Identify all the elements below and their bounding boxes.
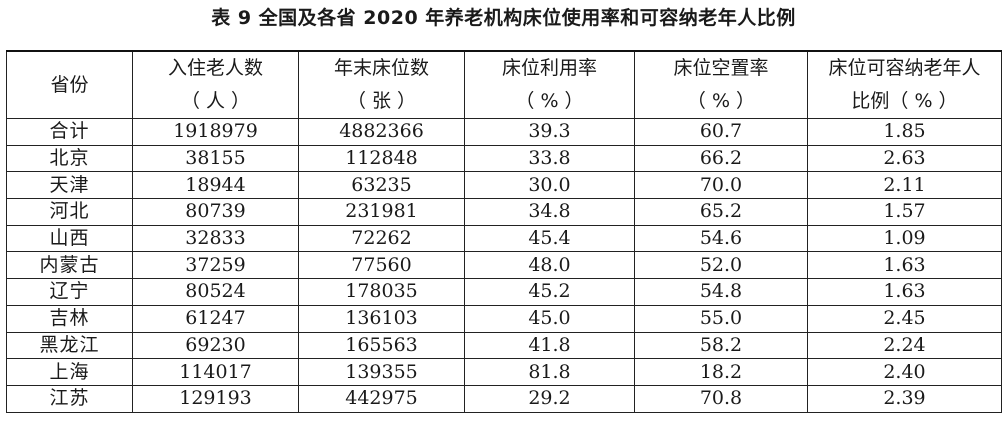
table-row: 合计 1918979 4882366 39.3 60.7 1.85 — [6, 118, 1002, 146]
cell-residents: 32833 — [132, 224, 299, 253]
cell-province: 上海 — [6, 358, 133, 386]
cell-utilization: 45.4 — [464, 224, 635, 253]
cell-province: 江苏 — [6, 384, 133, 413]
cell-beds: 4882366 — [298, 118, 465, 146]
table-row: 河北 80739 231981 34.8 65.2 1.57 — [6, 198, 1002, 226]
cell-vacancy: 55.0 — [634, 304, 808, 333]
cell-province: 河北 — [6, 198, 133, 226]
cell-province: 内蒙古 — [6, 251, 133, 280]
cell-vacancy: 70.0 — [634, 171, 808, 200]
cell-capacity: 2.40 — [807, 358, 1002, 386]
cell-province: 天津 — [6, 171, 133, 200]
cell-residents: 37259 — [132, 251, 299, 280]
table-row: 天津 18944 63235 30.0 70.0 2.11 — [6, 171, 1002, 200]
cell-capacity: 1.57 — [807, 198, 1002, 226]
cell-utilization: 39.3 — [464, 118, 635, 146]
header-capacity-unit: 比例（ % ） — [807, 85, 1002, 119]
cell-beds: 112848 — [298, 144, 465, 173]
cell-residents: 129193 — [132, 384, 299, 413]
cell-utilization: 45.0 — [464, 304, 635, 333]
cell-vacancy: 58.2 — [634, 331, 808, 360]
cell-residents: 69230 — [132, 331, 299, 360]
header-province: 省份 — [6, 50, 133, 119]
cell-beds: 77560 — [298, 251, 465, 280]
cell-beds: 165563 — [298, 331, 465, 360]
data-table: 省份 入住老人数 年末床位数 床位利用率 床位空置率 床位可容纳老年人 （ 人 … — [6, 50, 1002, 413]
table-row: 辽宁 80524 178035 45.2 54.8 1.63 — [6, 278, 1002, 306]
cell-residents: 80739 — [132, 198, 299, 226]
cell-capacity: 1.85 — [807, 118, 1002, 146]
cell-utilization: 29.2 — [464, 384, 635, 413]
cell-utilization: 45.2 — [464, 278, 635, 306]
cell-residents: 80524 — [132, 278, 299, 306]
cell-utilization: 81.8 — [464, 358, 635, 386]
cell-beds: 72262 — [298, 224, 465, 253]
table-row: 内蒙古 37259 77560 48.0 52.0 1.63 — [6, 251, 1002, 280]
cell-province: 辽宁 — [6, 278, 133, 306]
cell-province: 合计 — [6, 118, 133, 146]
cell-residents: 1918979 — [132, 118, 299, 146]
cell-province: 北京 — [6, 144, 133, 173]
cell-utilization: 41.8 — [464, 331, 635, 360]
cell-utilization: 48.0 — [464, 251, 635, 280]
cell-vacancy: 54.6 — [634, 224, 808, 253]
cell-beds: 136103 — [298, 304, 465, 333]
table-row: 江苏 129193 442975 29.2 70.8 2.39 — [6, 384, 1002, 413]
cell-beds: 178035 — [298, 278, 465, 306]
header-beds-unit: （ 张 ） — [298, 85, 465, 119]
cell-capacity: 2.11 — [807, 171, 1002, 200]
cell-capacity: 2.45 — [807, 304, 1002, 333]
cell-vacancy: 65.2 — [634, 198, 808, 226]
cell-utilization: 34.8 — [464, 198, 635, 226]
table-row: 山西 32833 72262 45.4 54.6 1.09 — [6, 224, 1002, 253]
cell-vacancy: 60.7 — [634, 118, 808, 146]
header-utilization-unit: （ % ） — [464, 85, 635, 119]
header-residents-unit: （ 人 ） — [132, 85, 299, 119]
header-row-2: （ 人 ） （ 张 ） （ % ） （ % ） 比例（ % ） — [7, 85, 1002, 119]
cell-residents: 61247 — [132, 304, 299, 333]
cell-utilization: 30.0 — [464, 171, 635, 200]
cell-beds: 139355 — [298, 358, 465, 386]
header-beds: 年末床位数 — [298, 50, 465, 85]
cell-province: 黑龙江 — [6, 331, 133, 360]
header-row-1: 省份 入住老人数 年末床位数 床位利用率 床位空置率 床位可容纳老年人 — [6, 50, 1002, 119]
cell-province: 山西 — [6, 224, 133, 253]
cell-beds: 442975 — [298, 384, 465, 413]
table-caption: 表 9 全国及各省 2020 年养老机构床位使用率和可容纳老年人比例 — [211, 7, 796, 29]
header-residents: 入住老人数 — [132, 50, 299, 85]
cell-capacity: 1.63 — [807, 251, 1002, 280]
cell-residents: 18944 — [132, 171, 299, 200]
header-capacity: 床位可容纳老年人 — [807, 50, 1002, 85]
table-row: 吉林 61247 136103 45.0 55.0 2.45 — [6, 304, 1002, 333]
cell-capacity: 2.39 — [807, 384, 1002, 413]
cell-residents: 114017 — [132, 358, 299, 386]
cell-utilization: 33.8 — [464, 144, 635, 173]
cell-residents: 38155 — [132, 144, 299, 173]
cell-vacancy: 54.8 — [634, 278, 808, 306]
cell-vacancy: 66.2 — [634, 144, 808, 173]
cell-vacancy: 52.0 — [634, 251, 808, 280]
cell-capacity: 2.63 — [807, 144, 1002, 173]
cell-vacancy: 70.8 — [634, 384, 808, 413]
table-header: 省份 入住老人数 年末床位数 床位利用率 床位空置率 床位可容纳老年人 （ 人 … — [6, 50, 1002, 119]
cell-beds: 231981 — [298, 198, 465, 226]
cell-vacancy: 18.2 — [634, 358, 808, 386]
cell-capacity: 2.24 — [807, 331, 1002, 360]
table-body: 合计 1918979 4882366 39.3 60.7 1.85 北京 381… — [6, 118, 1002, 413]
cell-province: 吉林 — [6, 304, 133, 333]
cell-capacity: 1.63 — [807, 278, 1002, 306]
cell-capacity: 1.09 — [807, 224, 1002, 253]
cell-beds: 63235 — [298, 171, 465, 200]
table-row: 北京 38155 112848 33.8 66.2 2.63 — [6, 144, 1002, 173]
table-row: 黑龙江 69230 165563 41.8 58.2 2.24 — [6, 331, 1002, 360]
header-vacancy: 床位空置率 — [634, 50, 808, 85]
table-row: 上海 114017 139355 81.8 18.2 2.40 — [6, 358, 1002, 386]
header-utilization: 床位利用率 — [464, 50, 635, 85]
header-vacancy-unit: （ % ） — [634, 85, 808, 119]
